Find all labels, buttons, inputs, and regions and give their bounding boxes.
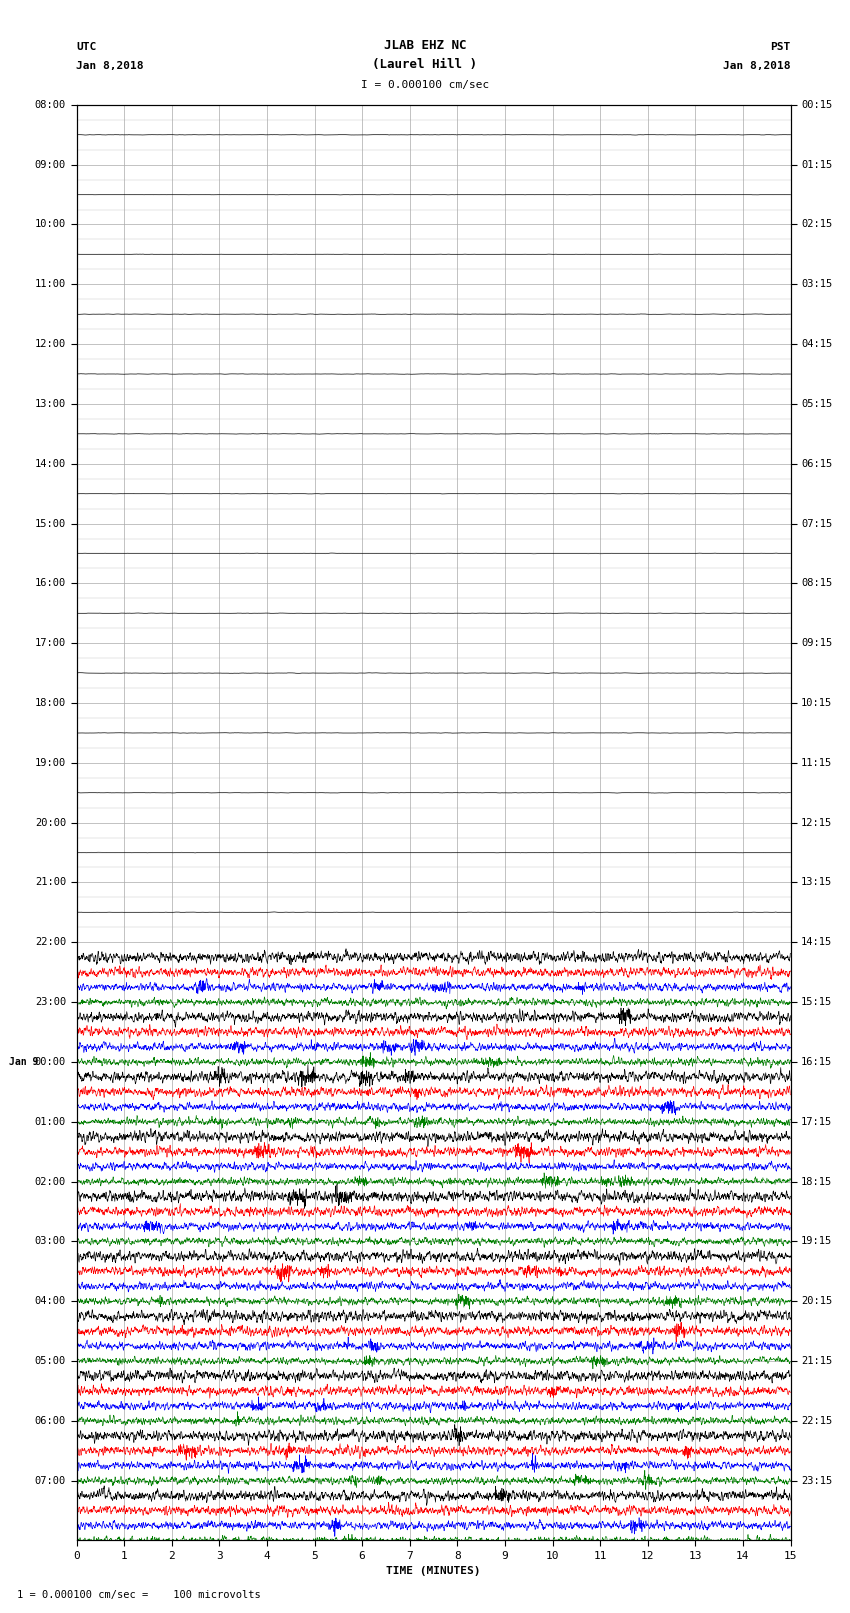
Text: Jan 8,2018: Jan 8,2018 — [76, 61, 144, 71]
Text: JLAB EHZ NC: JLAB EHZ NC — [383, 39, 467, 52]
X-axis label: TIME (MINUTES): TIME (MINUTES) — [386, 1566, 481, 1576]
Text: 1 = 0.000100 cm/sec =    100 microvolts: 1 = 0.000100 cm/sec = 100 microvolts — [17, 1590, 261, 1600]
Text: I = 0.000100 cm/sec: I = 0.000100 cm/sec — [361, 81, 489, 90]
Text: PST: PST — [770, 42, 790, 52]
Text: Jan 9: Jan 9 — [9, 1057, 38, 1066]
Text: Jan 8,2018: Jan 8,2018 — [723, 61, 791, 71]
Text: (Laurel Hill ): (Laurel Hill ) — [372, 58, 478, 71]
Text: UTC: UTC — [76, 42, 97, 52]
